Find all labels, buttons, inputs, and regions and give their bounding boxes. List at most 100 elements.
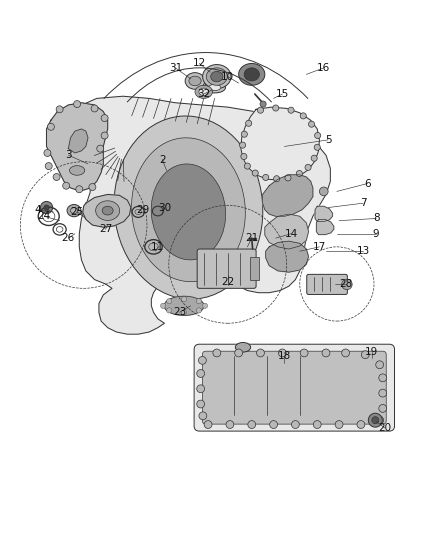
Circle shape bbox=[89, 183, 96, 190]
Circle shape bbox=[196, 298, 201, 304]
Circle shape bbox=[196, 308, 201, 313]
Ellipse shape bbox=[244, 68, 259, 81]
Circle shape bbox=[45, 163, 52, 169]
Circle shape bbox=[257, 349, 265, 357]
Ellipse shape bbox=[208, 84, 221, 91]
Circle shape bbox=[296, 171, 302, 176]
Circle shape bbox=[260, 101, 266, 107]
Text: 13: 13 bbox=[357, 246, 370, 256]
Circle shape bbox=[308, 121, 314, 127]
Text: 24: 24 bbox=[38, 211, 51, 221]
Text: 10: 10 bbox=[221, 71, 234, 82]
Circle shape bbox=[335, 421, 343, 429]
Polygon shape bbox=[316, 220, 334, 235]
Circle shape bbox=[313, 421, 321, 429]
Ellipse shape bbox=[206, 68, 227, 85]
Circle shape bbox=[235, 349, 243, 357]
Text: 2: 2 bbox=[159, 155, 166, 165]
Text: 21: 21 bbox=[245, 233, 258, 243]
Circle shape bbox=[368, 413, 382, 427]
Text: 3: 3 bbox=[65, 150, 72, 160]
Ellipse shape bbox=[203, 64, 231, 88]
FancyBboxPatch shape bbox=[250, 257, 259, 280]
Text: 14: 14 bbox=[284, 229, 298, 239]
Circle shape bbox=[76, 185, 83, 193]
Ellipse shape bbox=[71, 207, 78, 214]
Text: 12: 12 bbox=[193, 59, 206, 68]
Text: 25: 25 bbox=[71, 207, 84, 217]
Circle shape bbox=[181, 297, 187, 302]
Circle shape bbox=[47, 123, 54, 130]
Circle shape bbox=[279, 349, 286, 357]
Circle shape bbox=[314, 144, 320, 150]
Circle shape bbox=[379, 374, 387, 382]
FancyBboxPatch shape bbox=[197, 249, 256, 288]
Text: 17: 17 bbox=[313, 242, 326, 252]
Circle shape bbox=[305, 164, 311, 171]
Circle shape bbox=[166, 298, 172, 304]
Text: 26: 26 bbox=[62, 233, 75, 243]
Circle shape bbox=[372, 417, 379, 424]
Circle shape bbox=[314, 133, 321, 139]
Circle shape bbox=[241, 131, 247, 138]
Circle shape bbox=[160, 303, 166, 309]
Ellipse shape bbox=[131, 138, 245, 281]
Circle shape bbox=[270, 421, 278, 429]
Polygon shape bbox=[263, 175, 313, 216]
Polygon shape bbox=[83, 195, 131, 227]
Circle shape bbox=[241, 154, 247, 159]
Polygon shape bbox=[265, 214, 308, 249]
Text: 6: 6 bbox=[364, 179, 371, 189]
Circle shape bbox=[197, 369, 205, 377]
Circle shape bbox=[101, 115, 108, 122]
Circle shape bbox=[197, 400, 205, 408]
Circle shape bbox=[198, 357, 206, 364]
Circle shape bbox=[197, 385, 205, 393]
Text: 29: 29 bbox=[136, 205, 149, 215]
Polygon shape bbox=[68, 129, 88, 153]
Ellipse shape bbox=[204, 82, 226, 93]
Polygon shape bbox=[315, 206, 332, 222]
FancyBboxPatch shape bbox=[307, 274, 347, 294]
Circle shape bbox=[379, 389, 387, 397]
Ellipse shape bbox=[70, 166, 85, 175]
Ellipse shape bbox=[95, 201, 120, 221]
Text: 32: 32 bbox=[197, 89, 210, 99]
Circle shape bbox=[44, 205, 49, 210]
Text: 16: 16 bbox=[317, 63, 330, 73]
Circle shape bbox=[204, 421, 212, 429]
Circle shape bbox=[300, 113, 306, 119]
Circle shape bbox=[246, 120, 252, 126]
Circle shape bbox=[291, 421, 299, 429]
Ellipse shape bbox=[135, 209, 141, 215]
FancyBboxPatch shape bbox=[194, 344, 395, 431]
Circle shape bbox=[56, 106, 63, 113]
Text: 9: 9 bbox=[373, 229, 379, 239]
Circle shape bbox=[166, 308, 172, 313]
Ellipse shape bbox=[114, 116, 263, 299]
Polygon shape bbox=[77, 96, 330, 334]
Circle shape bbox=[199, 412, 207, 420]
Ellipse shape bbox=[235, 343, 251, 352]
Text: 11: 11 bbox=[151, 242, 165, 252]
Text: 23: 23 bbox=[173, 308, 186, 317]
Circle shape bbox=[274, 176, 280, 182]
Circle shape bbox=[63, 182, 70, 189]
Circle shape bbox=[285, 175, 291, 181]
Text: 27: 27 bbox=[99, 224, 112, 235]
Circle shape bbox=[300, 349, 308, 357]
Ellipse shape bbox=[149, 243, 158, 251]
Text: 28: 28 bbox=[339, 279, 352, 289]
Circle shape bbox=[322, 349, 330, 357]
Ellipse shape bbox=[151, 164, 226, 260]
Circle shape bbox=[40, 201, 53, 214]
Polygon shape bbox=[46, 103, 108, 190]
Circle shape bbox=[342, 279, 352, 289]
Circle shape bbox=[213, 349, 221, 357]
Circle shape bbox=[44, 149, 51, 157]
Circle shape bbox=[53, 174, 60, 181]
Polygon shape bbox=[266, 241, 308, 272]
Circle shape bbox=[288, 107, 294, 113]
Circle shape bbox=[376, 416, 384, 424]
Circle shape bbox=[263, 174, 269, 181]
